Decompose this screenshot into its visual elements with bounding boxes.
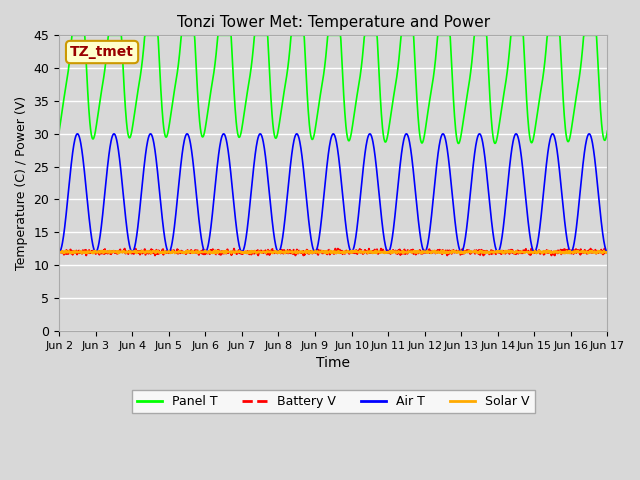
Battery V (604, 248, 611, 254)
Solar V (121, 250, 129, 255)
Battery V (121, 246, 129, 252)
Air T (309, 246, 317, 252)
Panel T (310, 135, 317, 141)
Panel T (55, 128, 63, 134)
Title: Tonzi Tower Met: Temperature and Power: Tonzi Tower Met: Temperature and Power (177, 15, 490, 30)
Line: Battery V: Battery V (59, 249, 607, 255)
Battery V (300, 248, 308, 253)
Line: Air T: Air T (59, 134, 607, 252)
Solar V (70, 251, 77, 256)
Solar V (289, 250, 296, 256)
Battery V (120, 250, 128, 255)
Panel T (604, 128, 611, 134)
Panel T (367, 33, 375, 38)
Battery V (55, 249, 63, 254)
Text: TZ_tmet: TZ_tmet (70, 45, 134, 59)
Battery V (368, 250, 376, 256)
Air T (300, 163, 307, 169)
Air T (55, 249, 63, 255)
Battery V (98, 251, 106, 256)
Panel T (455, 141, 463, 146)
Solar V (91, 248, 99, 253)
Air T (586, 131, 593, 137)
Panel T (300, 33, 307, 38)
Y-axis label: Temperature (C) / Power (V): Temperature (C) / Power (V) (15, 96, 28, 270)
Panel T (120, 87, 128, 93)
Panel T (98, 85, 106, 91)
X-axis label: Time: Time (316, 356, 350, 370)
Air T (120, 198, 128, 204)
Line: Panel T: Panel T (59, 36, 607, 144)
Solar V (300, 249, 308, 254)
Line: Solar V: Solar V (59, 251, 607, 253)
Solar V (604, 249, 611, 255)
Air T (604, 249, 611, 255)
Panel T (288, 33, 296, 38)
Solar V (310, 249, 317, 254)
Battery V (310, 249, 317, 254)
Solar V (368, 249, 376, 255)
Air T (288, 151, 296, 157)
Legend: Panel T, Battery V, Air T, Solar V: Panel T, Battery V, Air T, Solar V (132, 390, 535, 413)
Air T (98, 221, 106, 227)
Air T (367, 132, 375, 138)
Battery V (83, 252, 90, 258)
Solar V (99, 250, 106, 255)
Solar V (55, 249, 63, 254)
Battery V (289, 251, 296, 257)
Panel T (68, 33, 76, 38)
